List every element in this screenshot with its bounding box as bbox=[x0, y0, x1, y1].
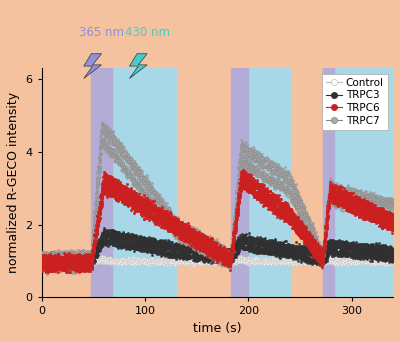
Bar bbox=[112, 68, 176, 298]
Bar bbox=[334, 68, 393, 298]
Legend: Control, TRPC3, TRPC6, TRPC7: Control, TRPC3, TRPC6, TRPC7 bbox=[322, 74, 388, 130]
Bar bbox=[231, 68, 248, 298]
Text: 430 nm: 430 nm bbox=[124, 26, 170, 39]
Bar bbox=[248, 68, 290, 298]
Text: 365 nm: 365 nm bbox=[79, 26, 124, 39]
PathPatch shape bbox=[84, 54, 102, 78]
X-axis label: time (s): time (s) bbox=[193, 322, 242, 335]
Bar bbox=[323, 68, 334, 298]
Bar bbox=[91, 68, 112, 298]
PathPatch shape bbox=[130, 54, 147, 78]
Y-axis label: normalized R-GECO intensity: normalized R-GECO intensity bbox=[7, 92, 20, 274]
